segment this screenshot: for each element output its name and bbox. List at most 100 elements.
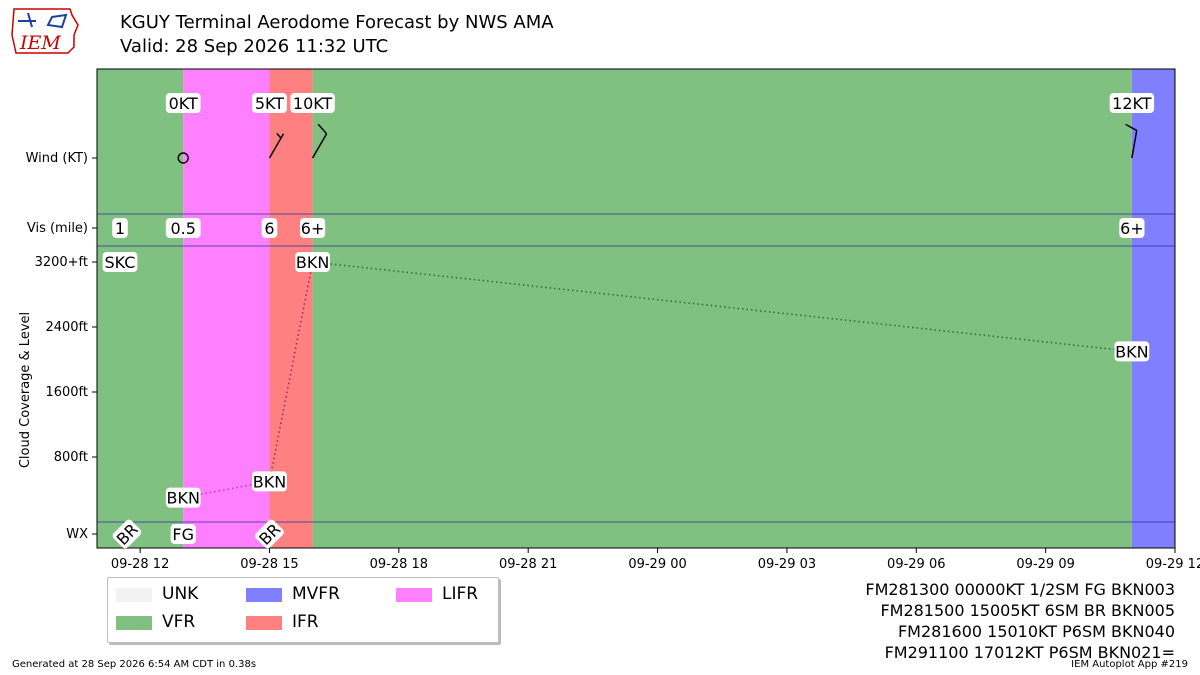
cloud-coverage-label-text: BKN (167, 489, 200, 508)
visibility-label-text: 0.5 (171, 219, 196, 238)
cloud-coverage-label: BKN (165, 487, 201, 508)
legend-label-unk: UNK (162, 584, 199, 604)
cloud-coverage-label-box (1114, 341, 1150, 362)
wind-barb-stroke (317, 123, 328, 135)
flight-category-band (183, 69, 270, 548)
legend-label-ifr: IFR (292, 612, 319, 632)
wind-speed-label-box (290, 93, 335, 113)
visibility-label: 6+ (300, 218, 326, 238)
legend-swatch-ifr (246, 616, 282, 630)
chart-title: KGUY Terminal Aerodome Forecast by NWS A… (120, 12, 554, 33)
cloud-coverage-label: BKN (295, 252, 330, 272)
wind-speed-label-text: 10KT (293, 94, 333, 113)
visibility-label-box (300, 218, 326, 238)
x-tick-label: 09-28 18 (370, 557, 428, 572)
x-tick-label: 09-29 06 (887, 557, 945, 572)
y-label-wind: Wind (KT) (26, 151, 88, 166)
visibility-label-box (112, 218, 128, 238)
wind-speed-label: 5KT (252, 93, 287, 113)
visibility-label: 6+ (1119, 218, 1145, 238)
generated-footer: Generated at 28 Sep 2026 6:54 AM CDT in … (12, 659, 257, 670)
visibility-label-text: 6+ (301, 219, 325, 238)
taf-text-line: FM281500 15005KT 6SM BR BKN005 (880, 601, 1175, 620)
wind-barb-stroke (1125, 123, 1138, 132)
cloud-coverage-label-box (252, 471, 287, 492)
taf-text-line: FM281300 00000KT 1/2SM FG BKN003 (865, 580, 1175, 599)
y-label-level: 1600ft (45, 385, 88, 400)
cloud-coverage-label-text: BKN (296, 253, 329, 272)
wind-speed-label: 10KT (290, 93, 335, 113)
weather-label-box (170, 524, 196, 544)
flight-category-band (97, 69, 184, 548)
x-tick-label: 09-28 21 (499, 557, 557, 572)
weather-label-box (255, 519, 284, 549)
cloud-coverage-label: SKC (102, 252, 138, 272)
logo-text: IEM (20, 32, 61, 54)
visibility-label-box (1119, 218, 1145, 238)
x-tick-label: 09-28 15 (240, 557, 298, 572)
x-tick-label: 09-29 00 (628, 557, 686, 572)
y-label-level: 800ft (54, 450, 88, 465)
wind-speed-label-box (165, 93, 201, 113)
taf-text-line: FM281600 15010KT P6SM BKN040 (897, 622, 1175, 641)
weather-label: FG (170, 524, 196, 544)
wind-barb (1125, 123, 1138, 159)
wind-barb-stroke (311, 133, 328, 159)
app-footer: IEM Autoplot App #219 (1071, 659, 1188, 670)
legend-label-lifr: LIFR (442, 584, 479, 604)
y-label-level: 2400ft (45, 320, 88, 335)
cloud-coverage-label: BKN (1114, 341, 1150, 362)
wind-speed-label-text: 5KT (255, 94, 284, 113)
wind-barb-stroke (1131, 130, 1138, 159)
y-label-vis: Vis (mile) (27, 221, 88, 236)
wind-calm-marker (177, 152, 189, 164)
cloud-coverage-label: BKN (252, 471, 287, 492)
weather-label-box (112, 519, 142, 549)
legend-swatch-unk (116, 588, 152, 602)
y-axis-title: Cloud Coverage & Level (18, 312, 33, 468)
x-tick-label: 09-28 12 (111, 557, 169, 572)
wind-barb (311, 123, 328, 159)
visibility-label: 1 (112, 218, 128, 238)
visibility-label-box (261, 218, 278, 238)
cloud-coverage-label-text: BKN (1115, 342, 1148, 361)
legend-swatch-vfr (116, 616, 152, 630)
legend: UNK MVFR LIFR VFR IFR (107, 577, 499, 643)
legend-swatch-mvfr (246, 588, 282, 602)
y-label-level: 3200+ft (35, 255, 88, 270)
taf-text-line: FM291100 17012KT P6SM BKN021= (884, 643, 1175, 662)
cloud-coverage-label-box (165, 487, 201, 508)
flight-category-band (269, 69, 313, 548)
iem-logo: IEM (8, 5, 80, 57)
iowa-map-icon (11, 8, 79, 54)
y-label-wx: WX (66, 527, 88, 542)
wind-speed-label-box (252, 93, 287, 113)
x-tick-label: 09-29 09 (1016, 557, 1074, 572)
x-tick-label: 09-29 03 (758, 557, 816, 572)
wind-speed-label: 0KT (165, 93, 201, 113)
wind-speed-label-text: 0KT (169, 94, 198, 113)
wind-speed-label: 12KT (1109, 93, 1155, 113)
cloud-coverage-label-text: BKN (253, 472, 286, 491)
wind-speed-label-box (1109, 93, 1155, 113)
wind-speed-label-text: 12KT (1112, 94, 1152, 113)
visibility-label-text: 6+ (1120, 219, 1144, 238)
legend-label-vfr: VFR (162, 612, 196, 632)
visibility-label-text: 6 (264, 219, 274, 238)
weather-label-text: FG (172, 525, 194, 544)
cloud-level-connector (268, 261, 314, 482)
legend-swatch-lifr (396, 588, 432, 602)
legend-label-mvfr: MVFR (292, 584, 340, 604)
cloud-coverage-label-box (295, 252, 330, 272)
flight-category-band (312, 69, 1132, 548)
cloud-coverage-label-text: SKC (105, 253, 136, 272)
visibility-label-text: 1 (115, 219, 125, 238)
x-tick-label: 09-29 12 (1146, 557, 1200, 572)
visibility-label: 0.5 (165, 218, 201, 238)
plot-frame (96, 68, 1176, 549)
chart-subtitle: Valid: 28 Sep 2026 11:32 UTC (120, 36, 389, 57)
wind-barb (268, 132, 285, 159)
visibility-label-box (165, 218, 201, 238)
flight-category-band (1131, 69, 1175, 548)
